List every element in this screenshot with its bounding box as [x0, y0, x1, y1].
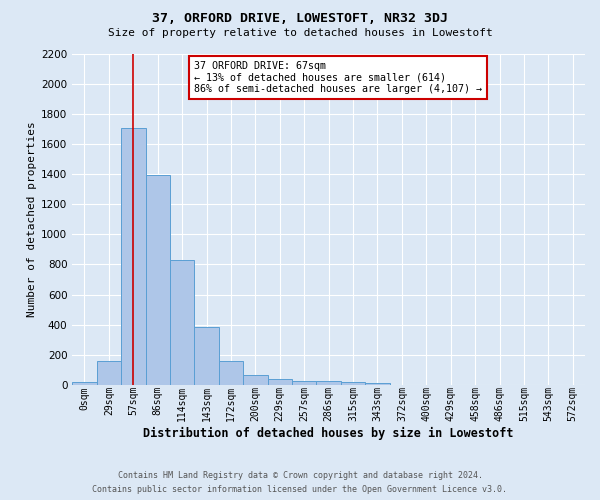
Bar [121, 128, 146, 384]
Y-axis label: Number of detached properties: Number of detached properties [27, 122, 37, 317]
Bar [365, 383, 389, 384]
Bar [316, 381, 341, 384]
X-axis label: Distribution of detached houses by size in Lowestoft: Distribution of detached houses by size … [143, 427, 514, 440]
Text: 37 ORFORD DRIVE: 67sqm
← 13% of detached houses are smaller (614)
86% of semi-de: 37 ORFORD DRIVE: 67sqm ← 13% of detached… [194, 61, 482, 94]
Bar [292, 381, 316, 384]
Bar [170, 260, 194, 384]
Bar [341, 382, 365, 384]
Text: 37, ORFORD DRIVE, LOWESTOFT, NR32 3DJ: 37, ORFORD DRIVE, LOWESTOFT, NR32 3DJ [152, 12, 448, 26]
Text: Contains HM Land Registry data © Crown copyright and database right 2024.
Contai: Contains HM Land Registry data © Crown c… [92, 472, 508, 494]
Bar [243, 375, 268, 384]
Bar [194, 327, 219, 384]
Bar [219, 360, 243, 384]
Bar [146, 175, 170, 384]
Bar [72, 382, 97, 384]
Bar [97, 362, 121, 384]
Bar [268, 380, 292, 384]
Text: Size of property relative to detached houses in Lowestoft: Size of property relative to detached ho… [107, 28, 493, 38]
